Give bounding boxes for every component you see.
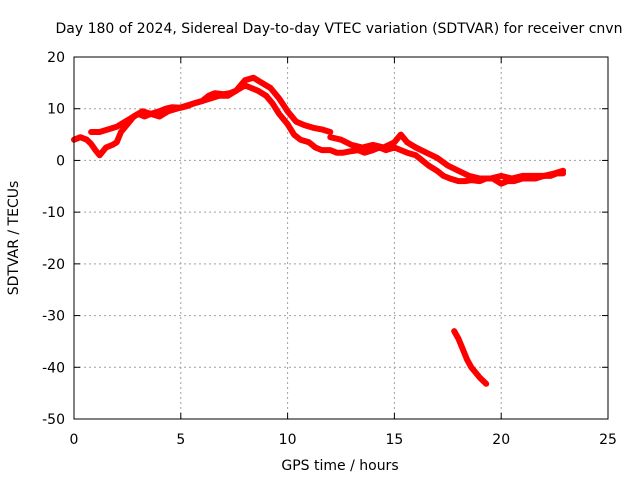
x-tick-label: 15 bbox=[385, 432, 403, 448]
y-tick-label: -20 bbox=[42, 257, 65, 273]
y-axis-label: SDTVAR / TECUs bbox=[6, 181, 22, 296]
x-tick-label: 20 bbox=[492, 432, 510, 448]
x-tick-label: 0 bbox=[70, 432, 79, 448]
chart-title: Day 180 of 2024, Sidereal Day-to-day VTE… bbox=[56, 21, 623, 37]
y-tick-labels: -50 -40 -30 -20 -10 0 10 20 bbox=[42, 50, 65, 428]
x-tick-label: 10 bbox=[279, 432, 297, 448]
y-tick-label: -40 bbox=[42, 360, 65, 376]
series-line-track-c bbox=[327, 131, 567, 182]
y-tick-label: 10 bbox=[47, 102, 65, 118]
x-tick-labels: 0 5 10 15 20 25 bbox=[70, 432, 617, 448]
x-axis-label: GPS time / hours bbox=[281, 458, 398, 474]
y-tick-label: -30 bbox=[42, 309, 65, 325]
x-tick-label: 5 bbox=[176, 432, 185, 448]
grid bbox=[74, 57, 608, 419]
ticks bbox=[73, 56, 609, 420]
x-tick-label: 25 bbox=[599, 432, 617, 448]
series-group bbox=[71, 74, 567, 387]
y-tick-label: -10 bbox=[42, 205, 65, 221]
y-tick-label: -50 bbox=[42, 412, 65, 428]
y-tick-label: 0 bbox=[56, 153, 65, 169]
plot-frame bbox=[73, 56, 609, 420]
y-tick-label: 20 bbox=[47, 50, 65, 66]
series-line-track-d bbox=[451, 328, 490, 387]
series-line-track-b bbox=[88, 74, 334, 135]
